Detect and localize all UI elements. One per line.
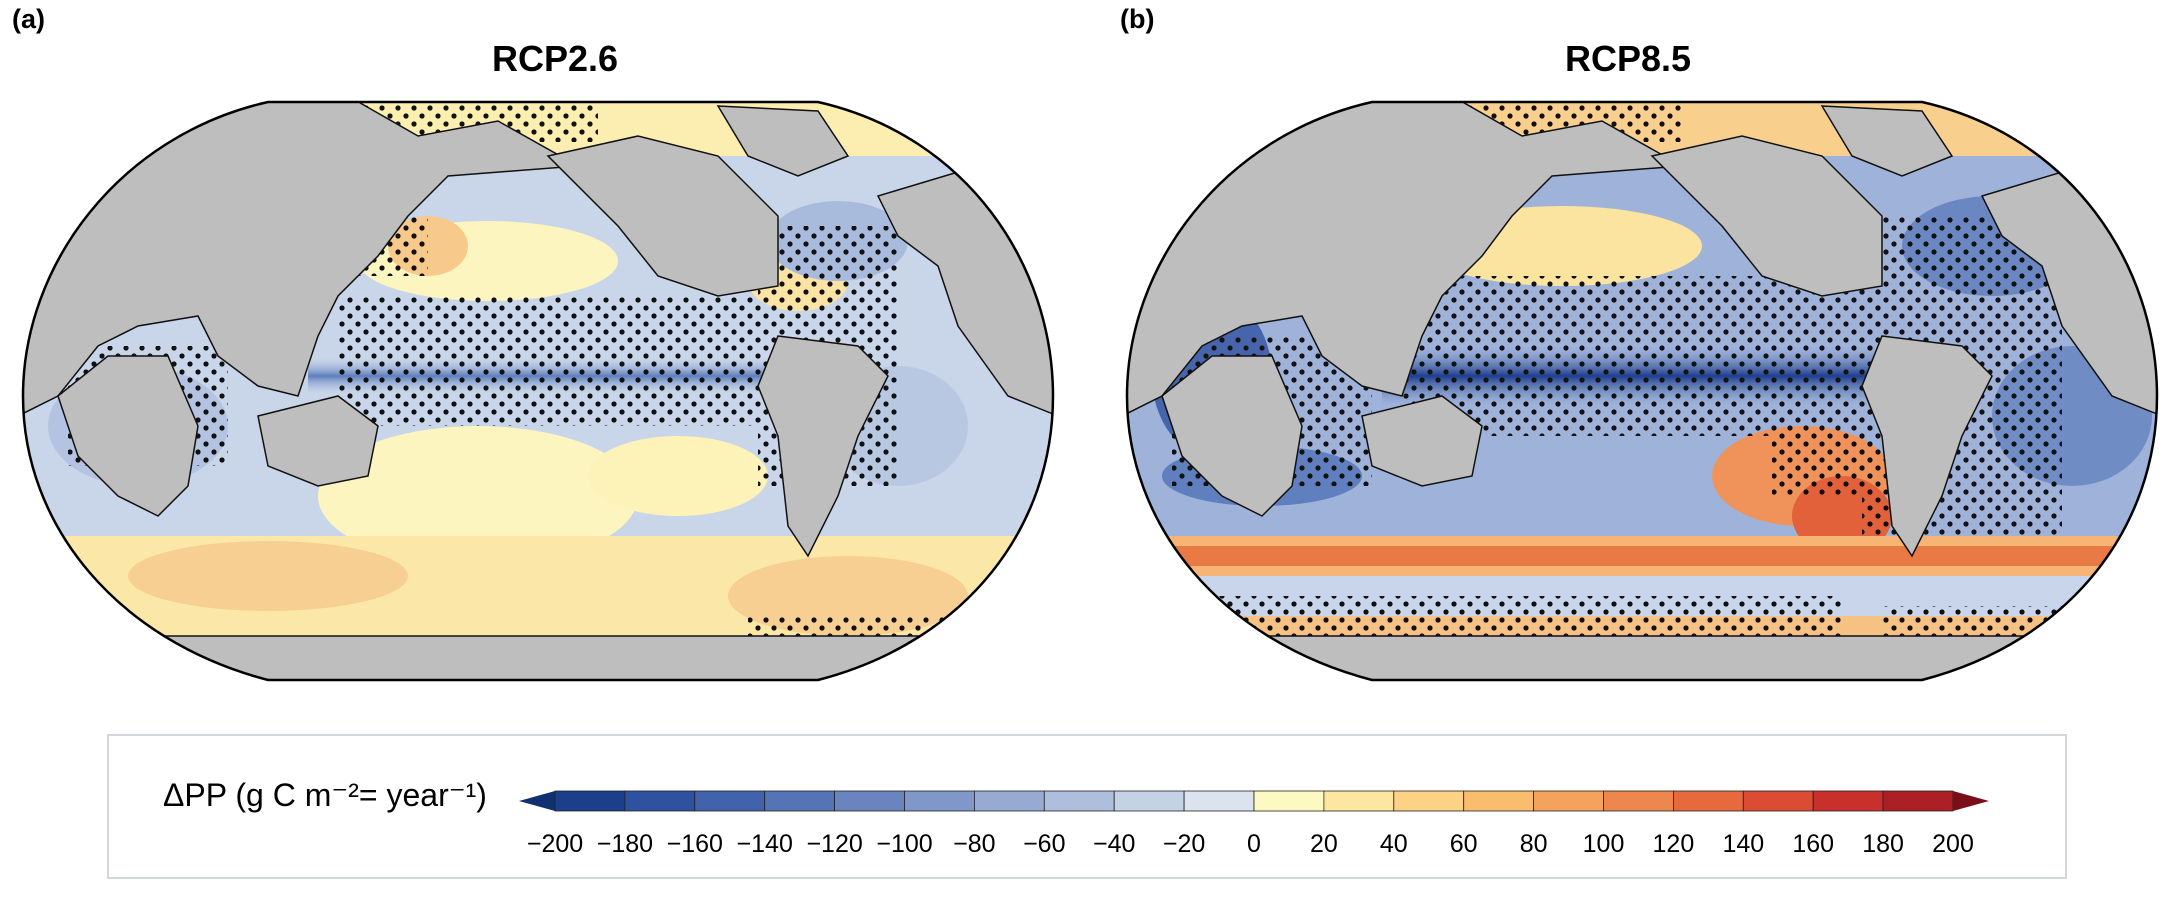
colorbar-segment (1043, 790, 1115, 812)
colorbar-segment (1463, 790, 1535, 812)
colorbar-tick-label: 120 (1652, 830, 1695, 858)
colorbar-tick-label: −180 (596, 830, 654, 858)
panel-b-title: RCP8.5 (1564, 38, 1692, 79)
colorbar-tick-label: 140 (1722, 830, 1765, 858)
colorbar-segment (1673, 790, 1744, 812)
colorbar-segment (904, 790, 975, 812)
colorbar-tick-label: −140 (736, 830, 793, 858)
colorbar-segment (1603, 790, 1674, 812)
colorbar-tick-label: −100 (876, 830, 933, 858)
colorbar-segment (1882, 790, 1954, 812)
map-rcp85 (1125, 100, 2159, 682)
legend-box: ΔPP (g C m⁻²= year⁻¹) −200 −180 −160 −140 −1… (107, 734, 2067, 879)
colorbar-tick-label: 160 (1792, 830, 1835, 858)
colorbar-segment (834, 790, 905, 812)
legend-title: ΔPP (g C m⁻²= year⁻¹) (163, 777, 487, 813)
colorbar-tick-label: 80 (1519, 830, 1548, 858)
colorbar-segment (1253, 790, 1325, 812)
colorbar-segment (694, 790, 766, 812)
map-b-content (1127, 102, 2157, 680)
colorbar-tick-label: −120 (806, 830, 863, 858)
colorbar-tick-label: −160 (666, 830, 723, 858)
panel-a-title: RCP2.6 (491, 38, 619, 79)
colorbar-tick-label: 180 (1862, 830, 1904, 858)
colorbar-segment (624, 790, 696, 812)
map-a-content (23, 102, 1053, 680)
colorbar-tick-label: −60 (1023, 830, 1066, 858)
colorbar-segment (1533, 790, 1604, 812)
colorbar-segment (764, 790, 835, 812)
colorbar-tick-label: 60 (1449, 830, 1478, 858)
colorbar-arrow-low (519, 791, 555, 811)
map-b-frame (1125, 100, 2159, 682)
colorbar-segment (1323, 790, 1395, 812)
land-a (23, 102, 1053, 680)
colorbar-tick-label: −20 (1162, 830, 1206, 858)
colorbar-tick-label: 40 (1379, 830, 1408, 858)
colorbar-tick-label: 100 (1582, 830, 1625, 858)
panel-a-letter: (a) (12, 4, 45, 34)
colorbar-arrow-high (1953, 791, 1989, 811)
colorbar-tick-label: 20 (1309, 830, 1338, 858)
colorbar-tick-label: 200 (1932, 830, 1974, 858)
colorbar-segment (1742, 790, 1814, 812)
colorbar-segment (973, 790, 1045, 812)
colorbar-segment (554, 790, 626, 812)
map-a-frame (21, 100, 1055, 682)
colorbar-tick-label: 0 (1247, 830, 1261, 858)
colorbar-tick-label: −80 (953, 830, 996, 858)
colorbar-segment (1812, 790, 1884, 812)
map-rcp26 (21, 100, 1055, 682)
colorbar-tick-label: −40 (1092, 830, 1136, 858)
colorbar-segment (1113, 790, 1185, 812)
colorbar-segment (1183, 790, 1255, 812)
colorbar-tick-label: −200 (526, 830, 584, 858)
colorbar-segment (1393, 790, 1465, 812)
panel-b-letter: (b) (1120, 4, 1155, 34)
colorbar (519, 790, 1989, 812)
